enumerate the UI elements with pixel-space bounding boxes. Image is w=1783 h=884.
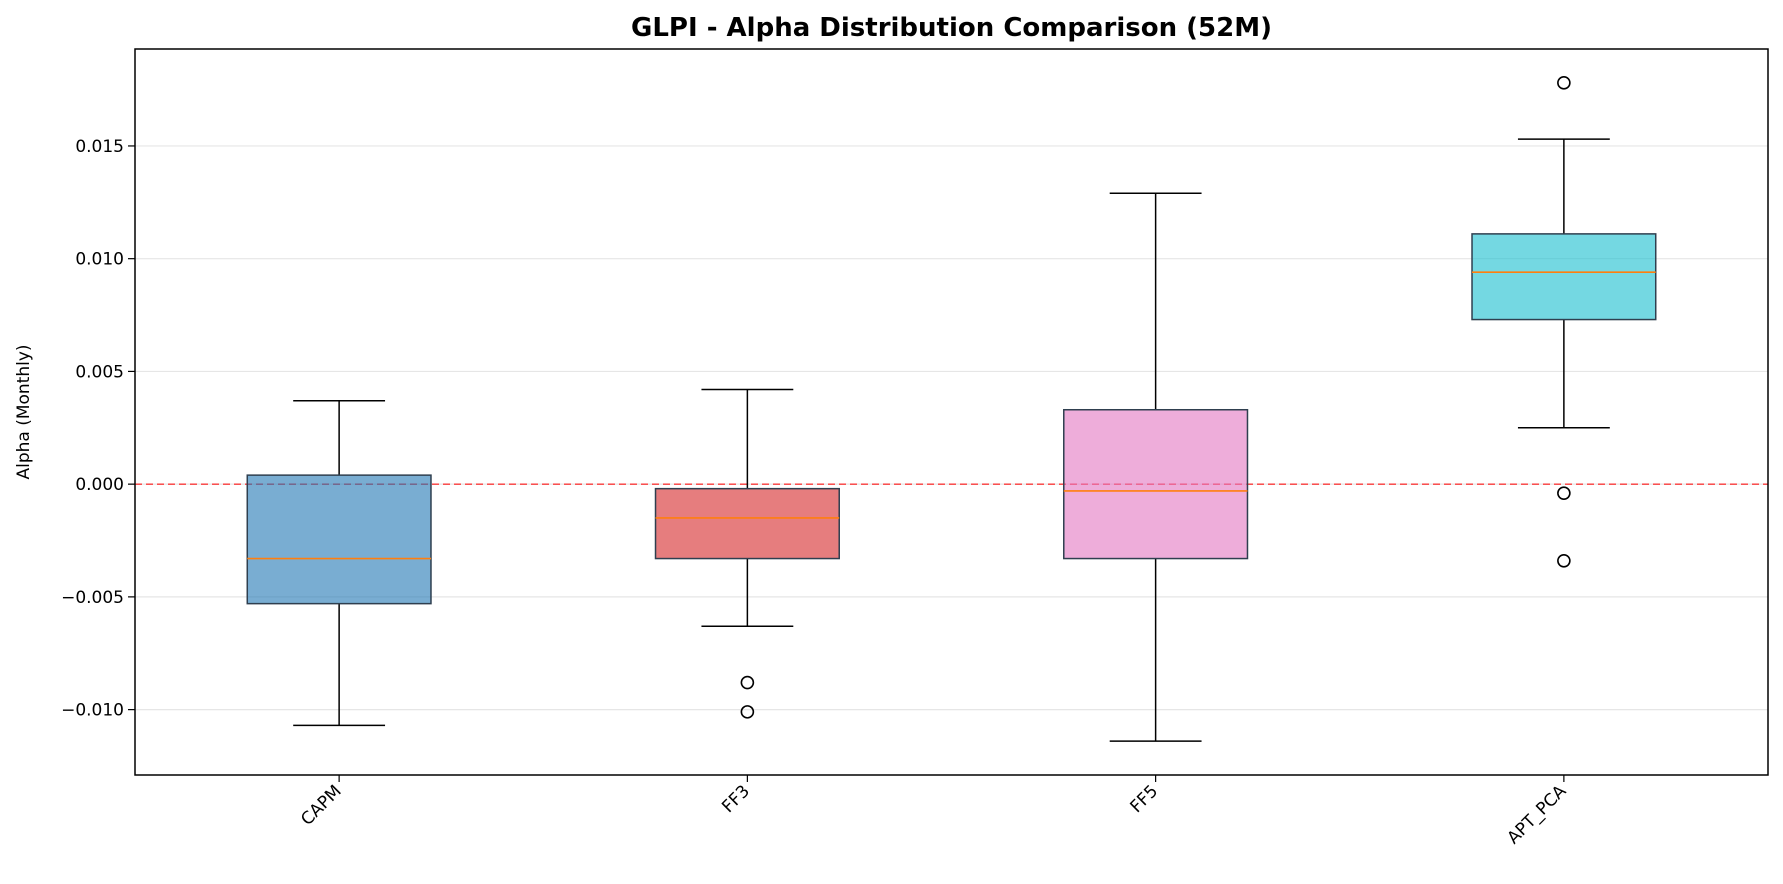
box-body xyxy=(1471,233,1657,321)
box-ff3 xyxy=(654,388,840,719)
outlier-point xyxy=(740,705,755,719)
box-body xyxy=(246,474,432,605)
box-body xyxy=(654,487,840,560)
box-capm xyxy=(246,399,432,727)
y-tick-label: 0.010 xyxy=(75,250,124,270)
outlier-point xyxy=(1557,76,1571,90)
y-axis-ticks: −0.010 −0.005 0.000 0.005 0.010 0.015 xyxy=(61,137,135,721)
boxes-group xyxy=(246,76,1657,742)
outlier-point xyxy=(1557,554,1571,568)
y-tick-label: 0.000 xyxy=(75,475,124,495)
box-apt_pca xyxy=(1471,76,1657,568)
plot-area-frame xyxy=(134,48,1769,776)
y-tick-label: −0.005 xyxy=(61,588,124,608)
box-body xyxy=(1063,408,1249,560)
y-tick-label: 0.005 xyxy=(75,362,124,382)
y-axis-label: Alpha (Monthly) xyxy=(14,344,34,479)
outlier-point xyxy=(1557,486,1571,500)
outlier-point xyxy=(740,675,755,690)
box-ff5 xyxy=(1063,192,1249,742)
y-tick-label: 0.015 xyxy=(75,137,124,157)
chart-title: GLPI - Alpha Distribution Comparison (52… xyxy=(631,13,1272,43)
y-tick-label: −0.010 xyxy=(61,701,124,721)
